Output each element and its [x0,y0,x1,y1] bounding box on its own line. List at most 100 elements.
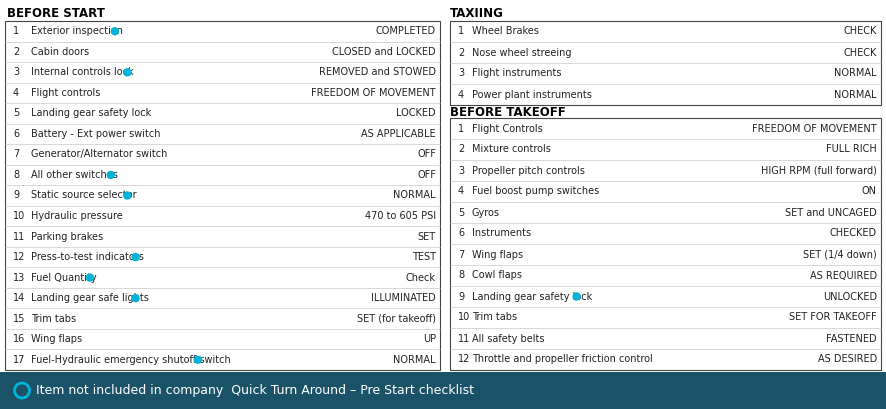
Text: BEFORE START: BEFORE START [7,7,105,20]
Text: SET (1/4 down): SET (1/4 down) [804,249,877,259]
Text: LOCKED: LOCKED [396,108,436,118]
Text: 10: 10 [13,211,25,221]
Text: 3: 3 [458,68,464,79]
Text: SET (for takeoff): SET (for takeoff) [357,314,436,324]
Text: 1: 1 [458,27,464,36]
Text: 16: 16 [13,334,25,344]
Text: FREEDOM OF MOVEMENT: FREEDOM OF MOVEMENT [311,88,436,98]
Text: 2: 2 [13,47,19,57]
Circle shape [111,27,119,36]
Text: HIGH RPM (full forward): HIGH RPM (full forward) [761,166,877,175]
Bar [450,21,881,105]
Text: Trim tabs: Trim tabs [31,314,76,324]
Text: NORMAL: NORMAL [835,68,877,79]
Text: Internal controls lock: Internal controls lock [31,67,134,77]
Text: 6: 6 [13,129,19,139]
Text: SET FOR TAKEOFF: SET FOR TAKEOFF [789,312,877,323]
Text: OFF: OFF [417,170,436,180]
Text: Nose wheel streeing: Nose wheel streeing [472,47,571,58]
Text: 12: 12 [458,355,470,364]
Text: 7: 7 [458,249,464,259]
Text: Fuel Quantity: Fuel Quantity [31,273,97,283]
Text: Trim tabs: Trim tabs [472,312,517,323]
Text: 2: 2 [458,47,464,58]
Text: ON: ON [862,187,877,196]
Text: 13: 13 [13,273,25,283]
Text: FASTENED: FASTENED [827,333,877,344]
Text: AS APPLICABLE: AS APPLICABLE [361,129,436,139]
Circle shape [572,292,581,301]
Text: 10: 10 [458,312,470,323]
Circle shape [131,294,140,302]
Text: Landing gear safety lock: Landing gear safety lock [472,292,592,301]
Bar [5,21,440,370]
Text: 5: 5 [13,108,19,118]
Text: SET and UNCAGED: SET and UNCAGED [785,207,877,218]
Text: Press-to-test indicators: Press-to-test indicators [31,252,144,262]
Text: 470 to 605 PSI: 470 to 605 PSI [365,211,436,221]
Text: BEFORE TAKEOFF: BEFORE TAKEOFF [450,106,566,119]
Text: Propeller pitch controls: Propeller pitch controls [472,166,585,175]
Text: 5: 5 [458,207,464,218]
Text: 8: 8 [13,170,19,180]
Bar [0,372,886,409]
Circle shape [123,191,131,200]
Text: Mixture controls: Mixture controls [472,144,551,155]
Text: 14: 14 [13,293,25,303]
Text: Instruments: Instruments [472,229,531,238]
Text: ILLUMINATED: ILLUMINATED [371,293,436,303]
Text: 8: 8 [458,270,464,281]
Text: Landing gear safe lights: Landing gear safe lights [31,293,149,303]
Text: Generator/Alternator switch: Generator/Alternator switch [31,149,167,160]
Text: 4: 4 [458,90,464,99]
Circle shape [86,274,94,282]
Text: 4: 4 [458,187,464,196]
Text: 11: 11 [458,333,470,344]
Text: 3: 3 [13,67,19,77]
Text: TAXIING: TAXIING [450,7,504,20]
Text: SET: SET [418,231,436,242]
Text: Item not included in company  Quick Turn Around – Pre Start checklist: Item not included in company Quick Turn … [36,384,474,397]
Text: CHECKED: CHECKED [830,229,877,238]
Text: Fuel boost pump switches: Fuel boost pump switches [472,187,599,196]
Text: Landing gear safety lock: Landing gear safety lock [31,108,152,118]
Text: 17: 17 [13,355,26,365]
Text: UNLOCKED: UNLOCKED [823,292,877,301]
Text: Wing flaps: Wing flaps [472,249,523,259]
Circle shape [123,68,131,76]
Text: Flight controls: Flight controls [31,88,100,98]
Text: CHECK: CHECK [843,47,877,58]
Text: 4: 4 [13,88,19,98]
Text: CLOSED and LOCKED: CLOSED and LOCKED [332,47,436,57]
Text: OFF: OFF [417,149,436,160]
Text: 2: 2 [458,144,464,155]
Text: Hydraulic pressure: Hydraulic pressure [31,211,123,221]
Text: 11: 11 [13,231,25,242]
Text: COMPLETED: COMPLETED [376,26,436,36]
Text: NORMAL: NORMAL [393,191,436,200]
Text: Parking brakes: Parking brakes [31,231,103,242]
Text: AS DESIRED: AS DESIRED [818,355,877,364]
Circle shape [194,355,202,364]
Text: Fuel-Hydraulic emergency shutoff switch: Fuel-Hydraulic emergency shutoff switch [31,355,230,365]
Text: Static source selector: Static source selector [31,191,136,200]
Text: Throttle and propeller friction control: Throttle and propeller friction control [472,355,653,364]
Text: 9: 9 [458,292,464,301]
Text: Exterior inspection: Exterior inspection [31,26,123,36]
Text: Wheel Brakes: Wheel Brakes [472,27,539,36]
Text: AS REQUIRED: AS REQUIRED [810,270,877,281]
Text: 1: 1 [458,124,464,133]
Text: NORMAL: NORMAL [835,90,877,99]
Circle shape [106,171,115,179]
Text: REMOVED and STOWED: REMOVED and STOWED [319,67,436,77]
Text: CHECK: CHECK [843,27,877,36]
Text: Check: Check [406,273,436,283]
Text: 1: 1 [13,26,19,36]
Text: NORMAL: NORMAL [393,355,436,365]
Text: UP: UP [423,334,436,344]
Text: FREEDOM OF MOVEMENT: FREEDOM OF MOVEMENT [752,124,877,133]
Text: Cabin doors: Cabin doors [31,47,89,57]
Text: 15: 15 [13,314,26,324]
Text: 3: 3 [458,166,464,175]
Text: Power plant instruments: Power plant instruments [472,90,592,99]
